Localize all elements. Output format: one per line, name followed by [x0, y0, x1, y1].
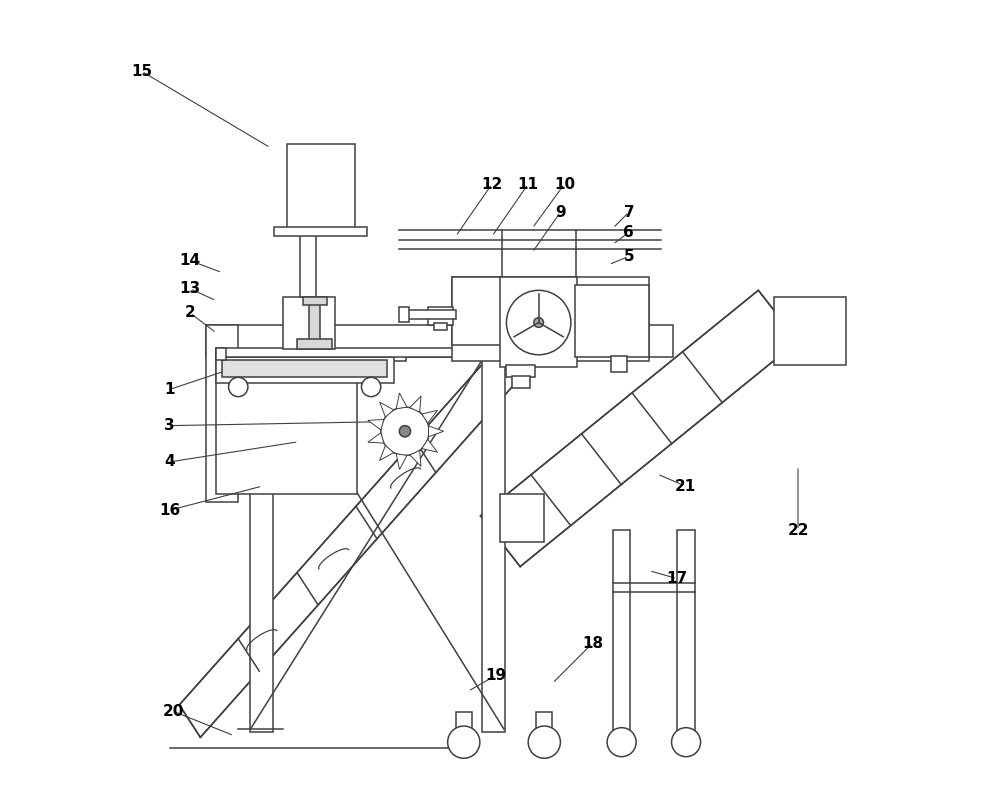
Text: 15: 15 [131, 64, 152, 79]
Bar [677, 530, 695, 732]
Polygon shape [410, 450, 421, 466]
Bar [611, 355, 627, 371]
Text: 18: 18 [582, 636, 603, 650]
Bar [216, 357, 357, 494]
Text: 10: 10 [554, 177, 575, 191]
Bar [613, 530, 630, 732]
Bar [452, 277, 502, 345]
Bar [283, 297, 335, 349]
Circle shape [361, 377, 381, 397]
Bar [303, 297, 327, 305]
Bar [309, 301, 320, 345]
Bar [434, 324, 447, 330]
Polygon shape [380, 445, 394, 461]
Circle shape [506, 290, 571, 354]
Text: 3: 3 [164, 418, 175, 433]
Bar [774, 297, 846, 365]
Circle shape [534, 318, 543, 328]
Circle shape [672, 727, 701, 757]
Text: 8: 8 [591, 310, 602, 324]
Text: 16: 16 [159, 503, 180, 517]
Text: 21: 21 [675, 478, 696, 494]
Bar [500, 277, 577, 367]
Polygon shape [480, 290, 798, 567]
Text: 2: 2 [185, 306, 195, 320]
Bar [216, 347, 531, 357]
Text: 9: 9 [555, 204, 566, 220]
Circle shape [229, 377, 248, 397]
Bar [287, 144, 355, 232]
Polygon shape [179, 341, 524, 737]
Text: 1: 1 [165, 382, 175, 397]
Text: 22: 22 [787, 523, 809, 538]
Bar [575, 285, 649, 357]
Text: 13: 13 [179, 281, 200, 296]
Bar [297, 340, 332, 349]
Polygon shape [422, 410, 437, 423]
Text: 20: 20 [163, 704, 184, 719]
Text: 19: 19 [485, 667, 507, 683]
Polygon shape [396, 454, 407, 470]
Bar [206, 325, 673, 357]
Text: 6: 6 [623, 225, 634, 240]
Circle shape [448, 726, 480, 758]
Bar [428, 307, 453, 325]
Bar [452, 277, 649, 361]
Text: 17: 17 [667, 571, 688, 586]
Bar [399, 307, 409, 322]
Polygon shape [410, 396, 421, 412]
Polygon shape [396, 393, 407, 409]
Bar [506, 365, 535, 377]
Bar [482, 353, 505, 732]
Circle shape [607, 727, 636, 757]
Bar [500, 494, 544, 543]
Bar [216, 357, 394, 383]
Text: 12: 12 [481, 177, 503, 191]
Polygon shape [368, 419, 384, 430]
Polygon shape [368, 433, 384, 443]
Text: 7: 7 [624, 204, 634, 220]
Circle shape [381, 407, 429, 456]
Polygon shape [422, 440, 437, 453]
Bar [216, 349, 406, 361]
Bar [456, 711, 472, 732]
Circle shape [399, 426, 411, 437]
Bar [250, 353, 273, 732]
Bar [206, 325, 238, 502]
Text: 4: 4 [164, 454, 175, 470]
Circle shape [528, 726, 560, 758]
Bar [300, 232, 316, 297]
Bar [274, 227, 367, 236]
Text: 5: 5 [624, 249, 634, 264]
Text: 11: 11 [518, 177, 539, 191]
Polygon shape [380, 402, 394, 417]
Polygon shape [429, 426, 444, 436]
Bar [536, 711, 552, 732]
Bar [403, 310, 456, 320]
Bar [512, 375, 530, 388]
Text: 14: 14 [179, 253, 200, 268]
Bar [216, 348, 226, 360]
Bar [222, 359, 387, 377]
